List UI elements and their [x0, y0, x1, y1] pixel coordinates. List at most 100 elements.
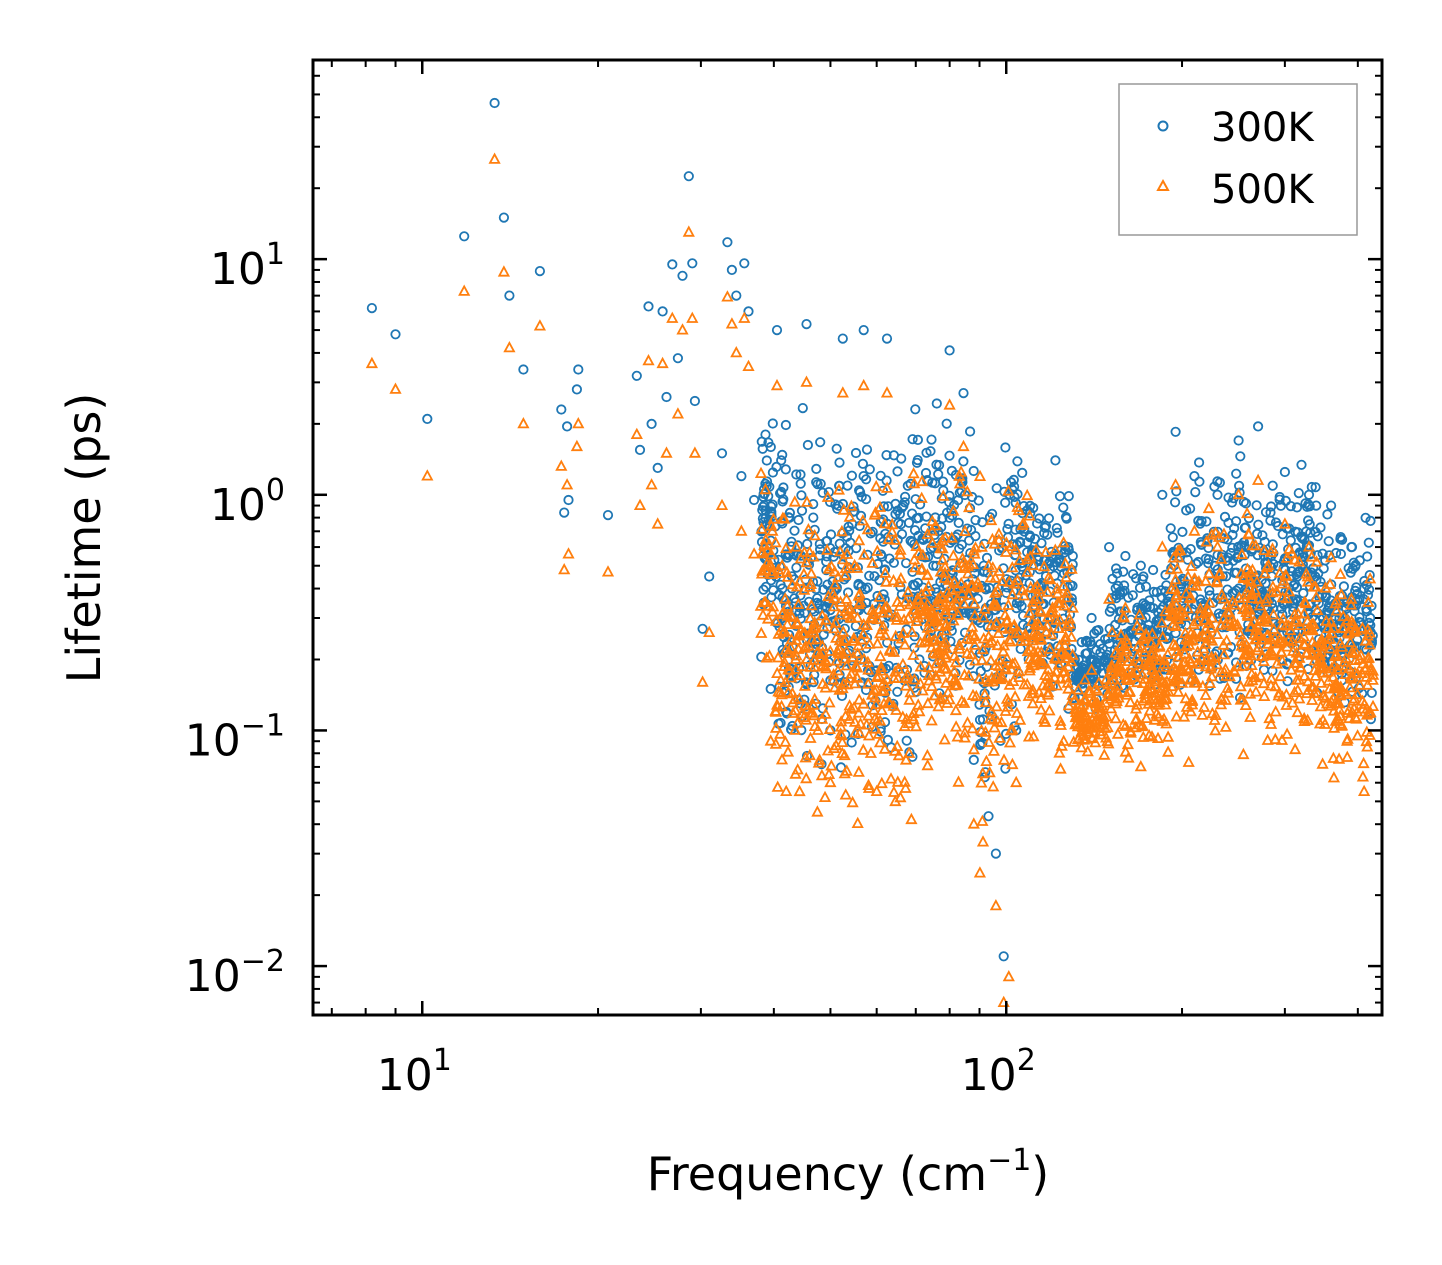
data-point: [1059, 556, 1072, 569]
data-point: [703, 625, 716, 637]
data-point: [1078, 673, 1092, 685]
data-point: [763, 558, 776, 570]
data-point: [784, 507, 796, 519]
data-point: [1021, 677, 1034, 690]
data-point: [1181, 602, 1194, 614]
legend: 300K 500K: [1118, 83, 1358, 236]
data-point: [1328, 649, 1342, 662]
data-point: [765, 683, 776, 695]
data-point: [873, 626, 887, 639]
data-point: [1014, 536, 1026, 547]
data-point: [1146, 682, 1159, 694]
data-point: [1196, 539, 1207, 550]
data-point: [1026, 696, 1039, 709]
data-point: [818, 790, 832, 802]
data-point: [1117, 609, 1130, 622]
data-point: [1357, 784, 1371, 796]
data-point: [1110, 583, 1121, 594]
data-point: [389, 382, 402, 394]
data-point: [895, 519, 907, 530]
legend-marker-500k: [1156, 178, 1170, 191]
data-point: [1234, 679, 1247, 692]
data-point: [1161, 647, 1174, 659]
data-point: [877, 619, 890, 632]
data-point: [1198, 700, 1211, 712]
data-point: [1314, 660, 1327, 672]
data-point: [792, 597, 805, 609]
data-point: [1217, 527, 1231, 539]
data-point: [1133, 655, 1146, 668]
data-point: [958, 456, 969, 467]
data-point: [1042, 678, 1055, 691]
data-point: [915, 588, 928, 600]
data-point: [816, 639, 829, 651]
data-point: [1209, 708, 1222, 720]
data-point: [1363, 537, 1374, 548]
y-tick-label-base: 10: [185, 715, 241, 766]
data-point: [1302, 683, 1315, 695]
data-point: [1077, 693, 1091, 706]
data-point: [1029, 543, 1043, 555]
data-point: [1250, 575, 1264, 587]
data-point: [936, 533, 949, 546]
data-point: [739, 258, 750, 269]
x-axis-label: Frequency (cm−1): [647, 1143, 1050, 1201]
data-point: [1022, 689, 1035, 701]
data-point: [875, 776, 888, 789]
data-point: [1056, 645, 1069, 657]
data-point: [1003, 575, 1016, 587]
data-point: [933, 469, 944, 480]
data-point: [774, 623, 788, 636]
data-point: [1105, 658, 1118, 671]
data-point: [1158, 676, 1172, 688]
data-point: [1013, 553, 1026, 565]
data-point: [934, 589, 947, 602]
data-point: [1016, 601, 1027, 612]
data-point: [908, 561, 922, 573]
data-point: [910, 539, 923, 551]
data-point: [1031, 617, 1044, 629]
data-point: [868, 712, 882, 724]
data-point: [969, 541, 982, 553]
data-point: [1257, 613, 1270, 625]
data-point: [780, 784, 793, 796]
data-point: [875, 703, 888, 715]
data-point: [779, 675, 792, 687]
data-point: [864, 612, 878, 624]
data-point: [1329, 714, 1342, 726]
data-point: [996, 574, 1009, 586]
data-point: [921, 568, 934, 581]
data-point: [916, 684, 929, 696]
data-point: [875, 470, 886, 481]
data-point: [914, 660, 927, 672]
data-point: [992, 653, 1006, 665]
data-point: [792, 642, 805, 654]
data-point: [1261, 592, 1274, 604]
data-point: [786, 610, 799, 622]
data-point: [1109, 712, 1122, 724]
data-point: [871, 637, 884, 649]
data-point: [1200, 535, 1213, 547]
data-point: [1227, 615, 1240, 627]
data-point: [1121, 737, 1135, 750]
data-point: [853, 693, 866, 705]
data-point: [1328, 696, 1342, 708]
legend-marker-300k: [1157, 120, 1169, 132]
data-point: [1013, 670, 1026, 682]
data-point: [1202, 501, 1215, 514]
data-point: [944, 450, 955, 461]
data-point: [808, 692, 821, 704]
data-point: [1142, 653, 1156, 666]
data-point: [488, 152, 501, 164]
data-point: [1159, 604, 1172, 617]
data-point: [1220, 634, 1233, 646]
data-point: [1366, 699, 1380, 711]
data-point: [975, 540, 988, 552]
data-point: [1169, 478, 1182, 490]
data-point: [1249, 539, 1262, 551]
data-point: [860, 474, 872, 485]
data-point: [941, 418, 952, 429]
data-point: [1072, 683, 1085, 695]
data-point: [1054, 646, 1067, 658]
data-point: [950, 597, 963, 609]
